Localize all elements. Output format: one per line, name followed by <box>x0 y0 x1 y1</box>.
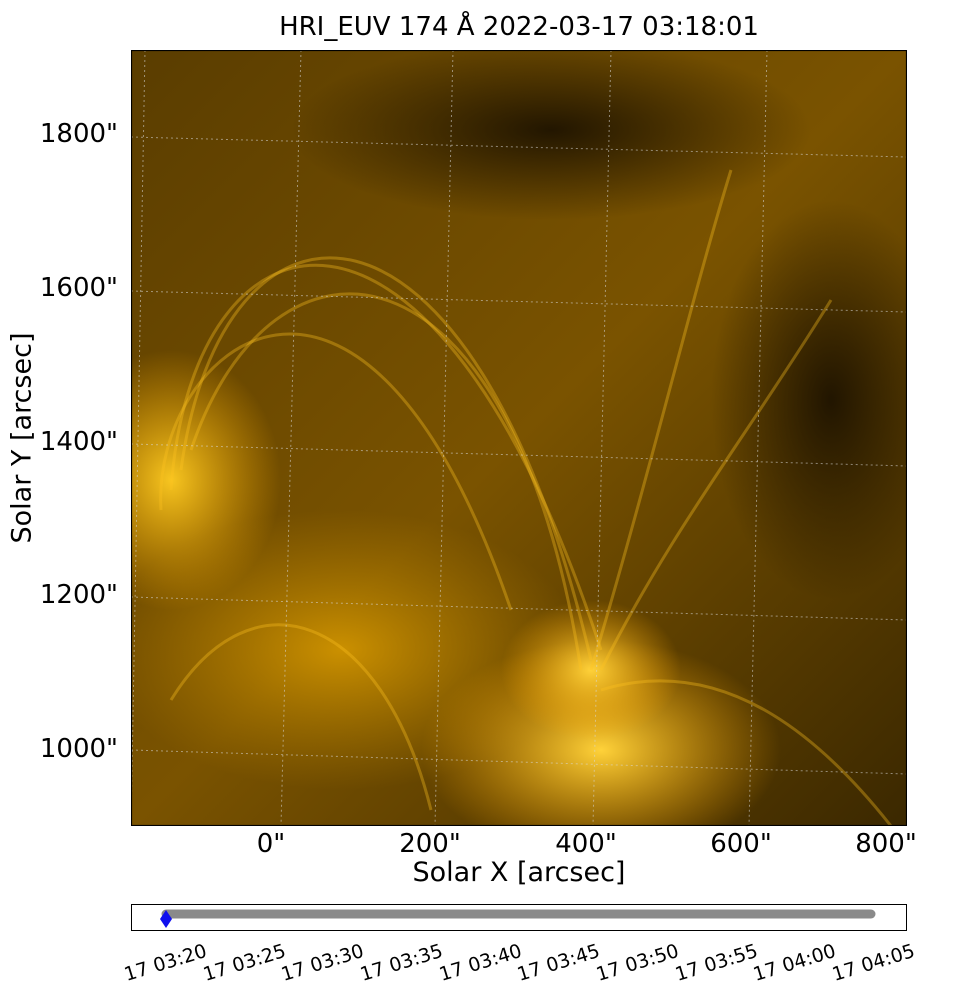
time-slider[interactable] <box>131 904 907 931</box>
time-tick-label: 17 03:30 <box>278 940 367 986</box>
solar-image-panel <box>131 50 907 826</box>
time-tick-label: 17 04:05 <box>829 940 918 986</box>
bright-region-core <box>501 600 681 740</box>
y-tick-label: 1000" <box>39 734 118 764</box>
time-tick-label: 17 03:55 <box>672 940 761 986</box>
x-tick-label: 0" <box>256 829 286 859</box>
x-tick-label: 600" <box>710 829 772 859</box>
dark-region-top <box>291 50 811 220</box>
x-tick-label: 800" <box>855 829 917 859</box>
y-tick-label: 1200" <box>39 580 118 610</box>
bright-region-left <box>131 350 281 610</box>
coronal-loops <box>159 169 893 826</box>
x-tick-label: 200" <box>399 829 461 859</box>
grid-lines <box>131 50 907 826</box>
time-tick-label: 17 03:25 <box>200 940 289 986</box>
time-tick-label: 17 03:40 <box>436 940 525 986</box>
time-tick-label: 17 03:35 <box>357 940 446 986</box>
time-tick-label: 17 03:45 <box>514 940 603 986</box>
y-tick-label: 1800" <box>39 119 118 149</box>
time-tick-label: 17 04:00 <box>750 940 839 986</box>
dark-region-right <box>711 200 907 600</box>
x-tick-label: 400" <box>555 829 617 859</box>
diamond-marker-icon[interactable] <box>160 910 172 928</box>
y-tick-label: 1400" <box>39 427 118 457</box>
time-tick-label: 17 03:20 <box>121 940 210 986</box>
image-title: HRI_EUV 174 Å 2022-03-17 03:18:01 <box>279 12 759 42</box>
y-axis-label: Solar Y [arcsec] <box>6 332 38 544</box>
x-axis-label: Solar X [arcsec] <box>412 857 626 888</box>
time-tick-label: 17 03:50 <box>593 940 682 986</box>
y-tick-label: 1600" <box>39 273 118 303</box>
image-frame <box>131 50 907 826</box>
